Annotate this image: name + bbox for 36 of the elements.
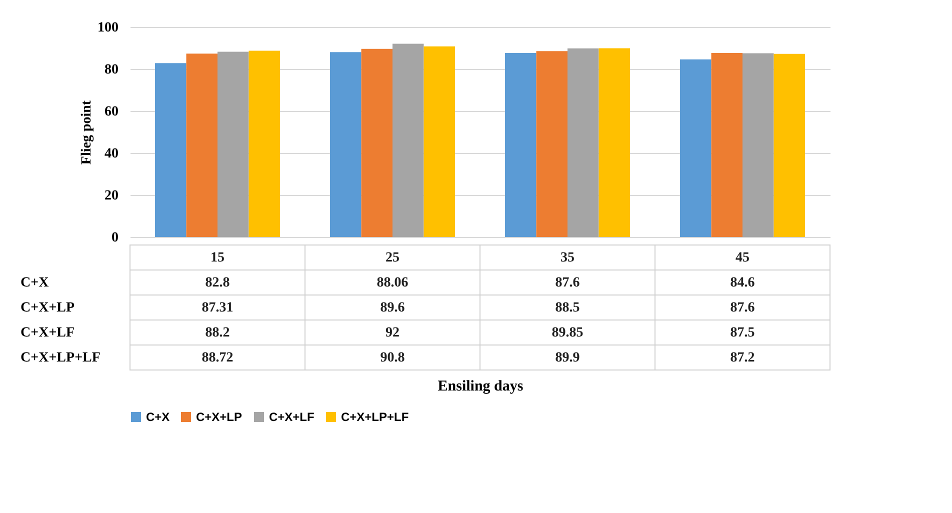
text: Ensiling days xyxy=(438,378,524,394)
legend-label: C+X+LP xyxy=(196,410,242,424)
y-tick-label: 100 xyxy=(98,20,118,36)
data-label: 88.72 xyxy=(202,350,234,366)
y-tick-label: 20 xyxy=(104,188,118,204)
y-tick-label: 80 xyxy=(104,62,118,78)
data-label: 87.6 xyxy=(555,276,580,290)
data-label: 84.6 xyxy=(730,276,755,290)
text: C+X+LP xyxy=(20,300,75,316)
data-label: 89.85 xyxy=(552,326,584,340)
data-label: 87.6 xyxy=(730,300,755,316)
text: C+X+LP+LF xyxy=(20,350,100,366)
y-tick-label: 60 xyxy=(104,104,118,120)
data-label: 89.6 xyxy=(380,300,405,316)
data-label: 82.8 xyxy=(205,276,230,290)
data-label: 92 xyxy=(386,326,400,340)
y-tick-label: 40 xyxy=(104,146,118,162)
legend-label: C+X+LP+LF xyxy=(341,410,409,424)
x-tick-label: 35 xyxy=(560,250,574,266)
data-label: 87.5 xyxy=(730,326,755,340)
data-label: 87.31 xyxy=(202,300,234,316)
x-tick-label: 45 xyxy=(736,250,750,266)
x-tick-label: 25 xyxy=(386,250,400,266)
data-label: 88.06 xyxy=(376,276,408,290)
y-tick-label: 0 xyxy=(112,230,118,246)
data-label: 89.9 xyxy=(555,350,580,366)
data-label: 90.8 xyxy=(380,350,405,366)
text: C+X xyxy=(20,276,49,290)
x-tick-label: 15 xyxy=(210,250,224,266)
text: C+X+LF xyxy=(20,326,75,340)
legend-label: C+X+LF xyxy=(269,410,314,424)
data-label: 88.2 xyxy=(205,326,230,340)
legend-label: C+X xyxy=(146,410,170,424)
data-label: 88.5 xyxy=(555,300,580,316)
y-axis-title: Flieg point xyxy=(80,100,94,165)
data-label: 87.2 xyxy=(730,350,755,366)
